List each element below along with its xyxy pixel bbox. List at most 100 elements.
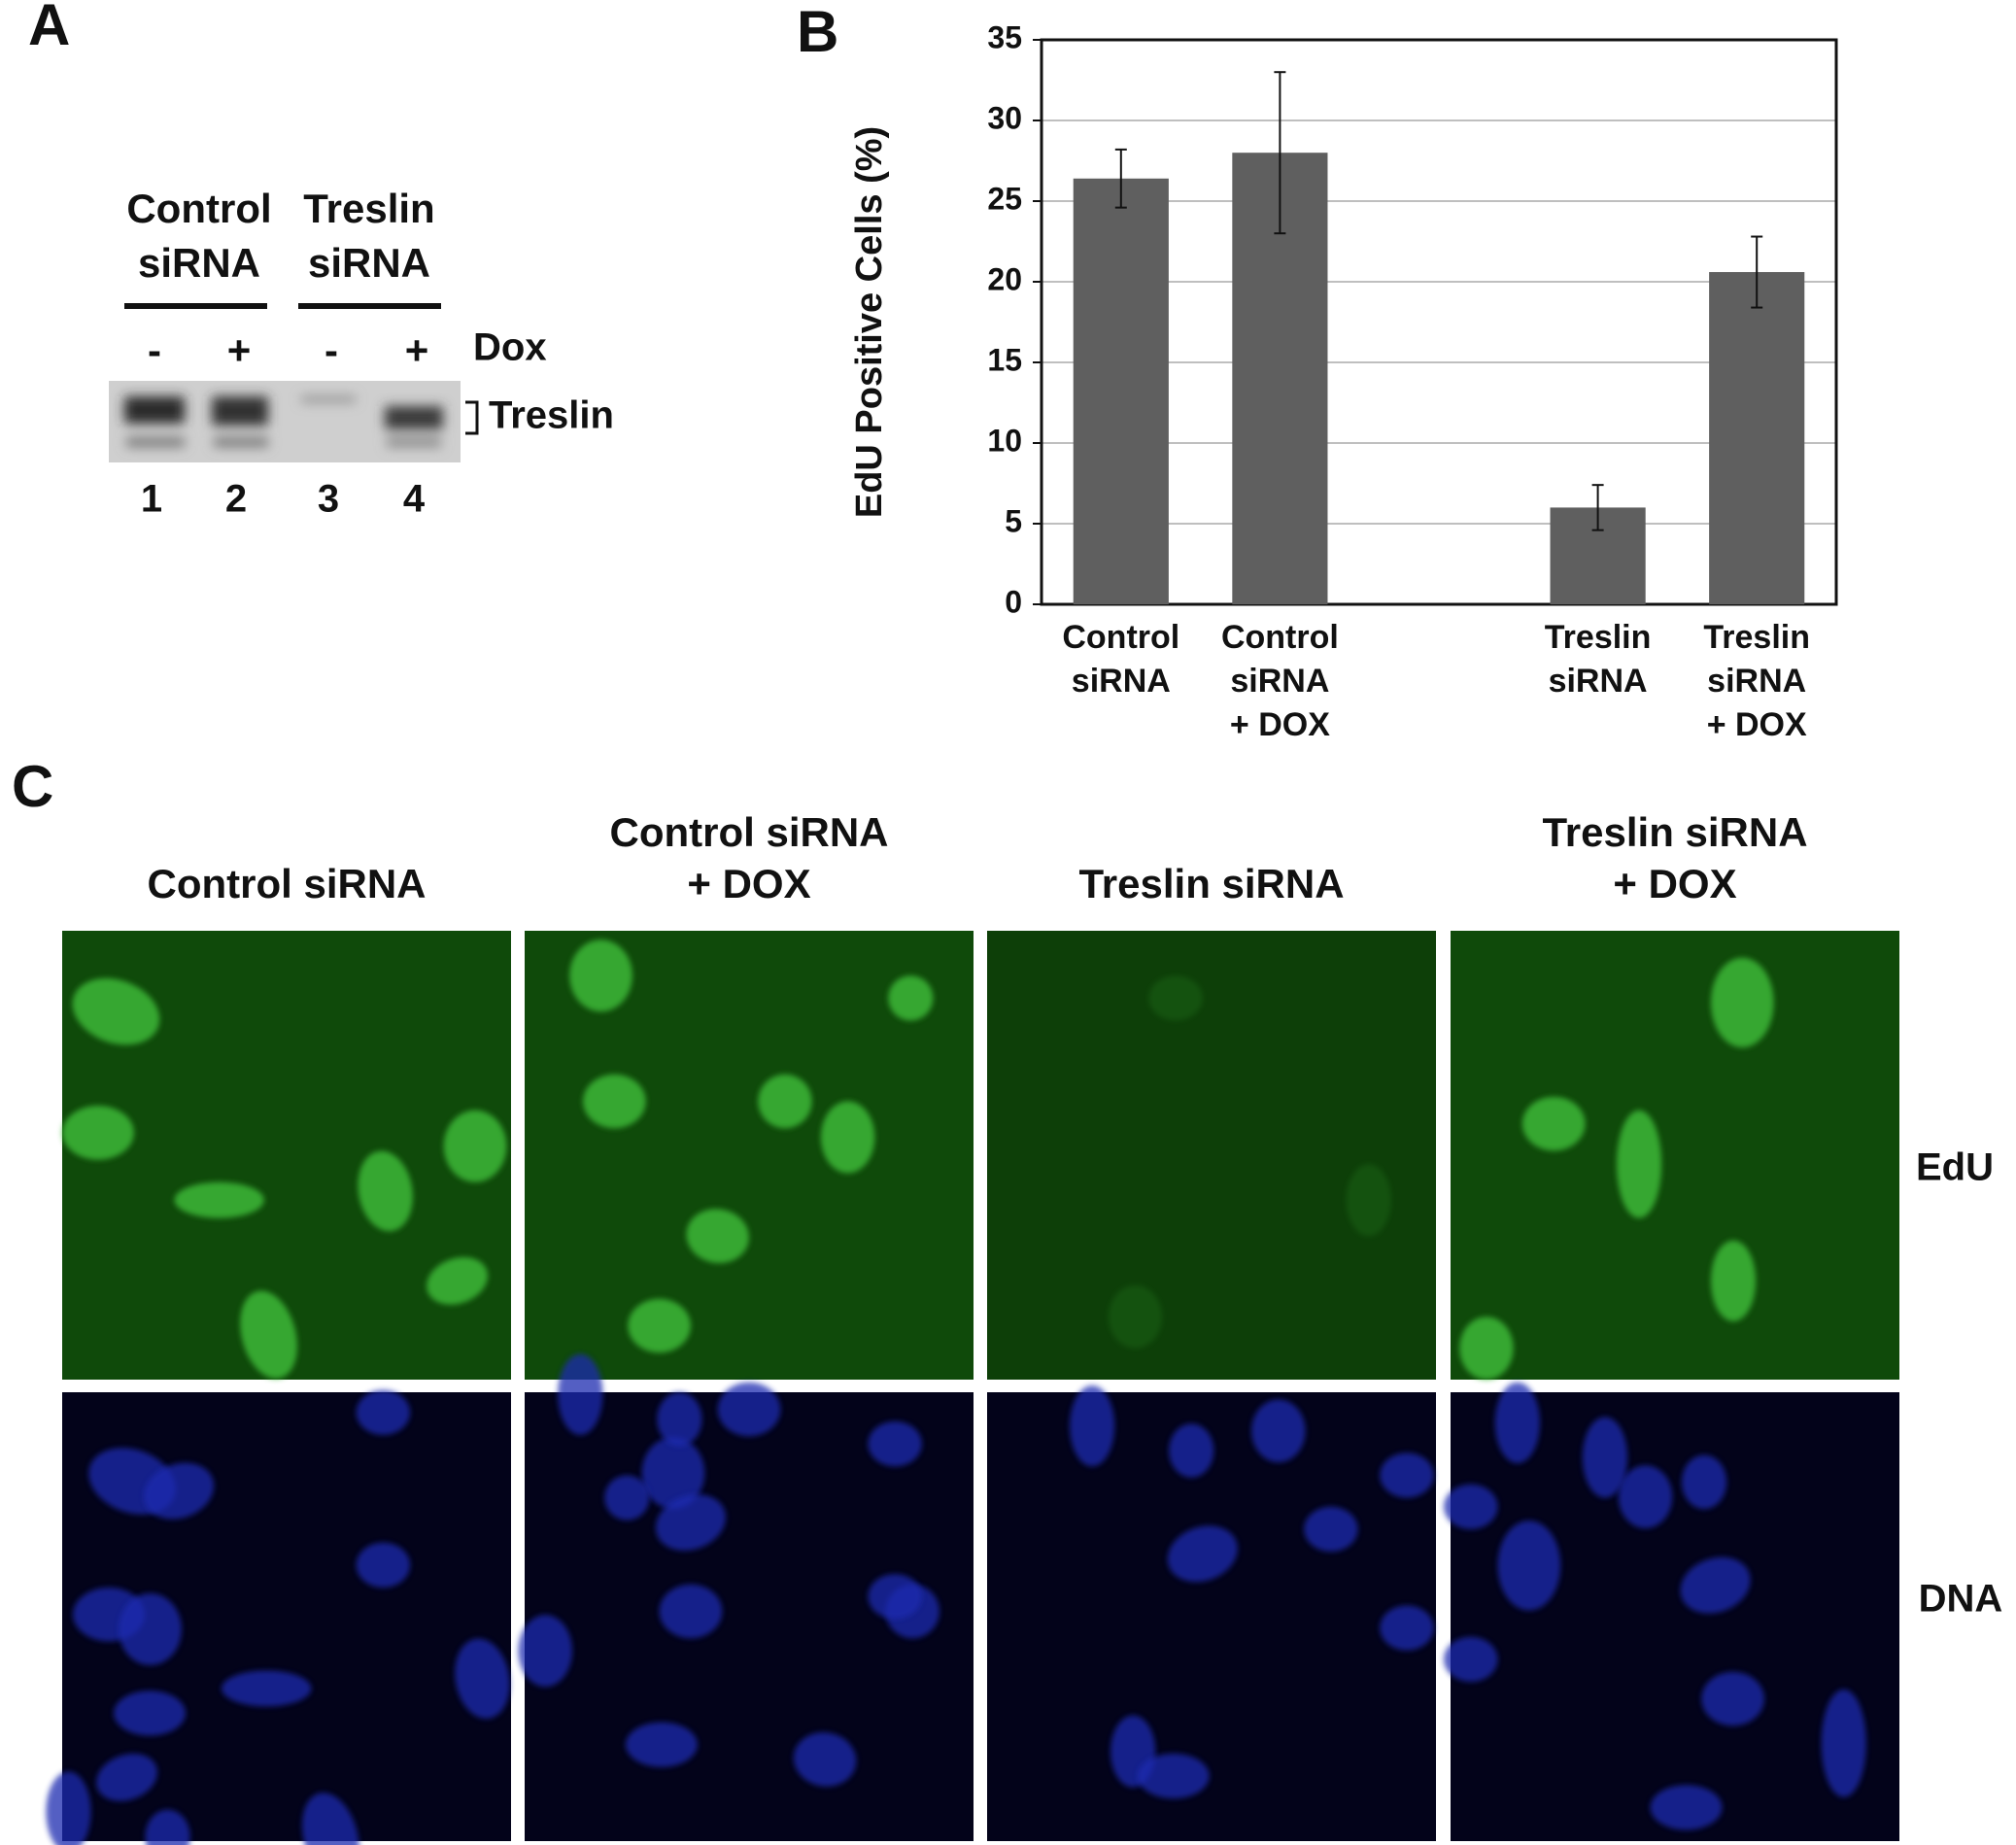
x-tick-label: siRNA [1072, 663, 1171, 700]
lane-number: 1 [141, 478, 162, 521]
edu-nucleus [758, 1074, 812, 1129]
x-tick-label: Treslin [1545, 619, 1652, 656]
panel-label: A [28, 0, 70, 57]
y-tick-label: 10 [987, 423, 1022, 458]
dox-sign: - [148, 327, 161, 373]
dox-sign: - [325, 327, 338, 373]
dna-nucleus [144, 1462, 215, 1520]
x-tick-label: + DOX [1230, 706, 1330, 743]
x-tick-label: siRNA [1549, 663, 1648, 700]
dna-nucleus [1650, 1785, 1723, 1830]
row-label: DNA [1919, 1578, 2003, 1621]
band-label: Treslin [489, 394, 614, 437]
dna-nucleus [222, 1670, 312, 1707]
edu-nucleus [72, 977, 160, 1045]
edu-nucleus [820, 1101, 875, 1174]
edu-nucleus [1148, 975, 1203, 1021]
x-tick-label: Control [1221, 619, 1339, 656]
y-tick-label: 35 [987, 19, 1022, 54]
dna-nucleus [356, 1542, 411, 1588]
edu-nucleus [888, 975, 934, 1021]
dna-nucleus [1494, 1382, 1540, 1463]
x-tick-label: Control [1062, 619, 1179, 656]
y-tick-label: 15 [987, 342, 1022, 377]
column-header: Treslin siRNA [1542, 809, 1807, 855]
bar [1709, 272, 1805, 604]
error-bar [1751, 235, 1763, 309]
edu-nucleus [686, 1209, 749, 1264]
error-bar [1274, 71, 1286, 235]
x-tick-label: siRNA [1707, 663, 1806, 700]
dna-image [987, 1392, 1436, 1841]
dna-nucleus [717, 1382, 781, 1437]
edu-nucleus [583, 1074, 646, 1129]
edu-nucleus [1616, 1110, 1662, 1218]
x-tick-label: Treslin [1703, 619, 1810, 656]
dna-nucleus [1444, 1484, 1498, 1529]
dna-nucleus [1070, 1385, 1115, 1467]
dna-nucleus [1680, 1556, 1751, 1614]
panel-label: B [797, 0, 838, 64]
dna-nucleus [1821, 1689, 1866, 1797]
edu-nucleus [62, 1106, 134, 1160]
y-tick-label: 25 [987, 181, 1022, 216]
edu-nucleus [628, 1298, 691, 1353]
dna-nucleus [1169, 1423, 1214, 1478]
dna-nucleus [145, 1809, 190, 1845]
column-header: + DOX [687, 861, 810, 906]
dna-nucleus [1444, 1636, 1498, 1682]
dna-nucleus [1497, 1520, 1561, 1611]
edu-nucleus [174, 1181, 264, 1218]
column-header: + DOX [1613, 861, 1736, 906]
blot [109, 381, 461, 462]
dna-nucleus [1251, 1399, 1306, 1463]
lane-number: 4 [403, 478, 426, 521]
edu-image [987, 931, 1436, 1380]
dna-nucleus [356, 1389, 411, 1435]
y-tick-label: 20 [987, 261, 1022, 296]
dna-nucleus [301, 1793, 359, 1845]
dox-label: Dox [473, 326, 547, 369]
dna-nucleus [793, 1732, 857, 1787]
dna-nucleus [625, 1722, 698, 1767]
column-header: Control siRNA [148, 861, 427, 906]
dna-nucleus [1582, 1417, 1628, 1498]
y-tick-label: 0 [1005, 584, 1022, 619]
dna-nucleus [1304, 1506, 1358, 1553]
edu-nucleus [1108, 1284, 1163, 1349]
dox-sign: + [227, 327, 252, 373]
dna-nucleus [1618, 1465, 1673, 1528]
dna-nucleus [114, 1691, 187, 1736]
edu-image [1451, 931, 1899, 1380]
lane-number: 3 [318, 478, 339, 521]
lane-header: Control [126, 186, 271, 231]
dna-nucleus [1167, 1525, 1238, 1583]
dna-nucleus [455, 1638, 510, 1719]
dna-nucleus [1701, 1671, 1764, 1726]
dox-sign: + [405, 327, 429, 373]
dna-nucleus [868, 1421, 922, 1467]
y-tick-label: 5 [1005, 503, 1022, 538]
lane-header: siRNA [308, 240, 430, 286]
row-label: EdU [1916, 1146, 1994, 1189]
dna-nucleus [641, 1437, 705, 1510]
edu-nucleus [427, 1256, 488, 1305]
error-bar [1114, 148, 1127, 209]
edu-nucleus [1521, 1096, 1586, 1151]
dna-nucleus [1380, 1605, 1434, 1651]
dna-nucleus [518, 1615, 572, 1688]
column-header: Control siRNA [610, 809, 889, 855]
edu-nucleus [443, 1110, 507, 1182]
edu-nucleus [1459, 1316, 1514, 1381]
dna-nucleus [655, 1494, 726, 1551]
x-tick-label: + DOX [1707, 706, 1807, 743]
dna-nucleus [46, 1771, 91, 1845]
bracket [465, 400, 479, 435]
edu-nucleus [1710, 957, 1774, 1048]
dna-nucleus [868, 1574, 922, 1620]
panel-label: C [12, 754, 53, 819]
edu-nucleus [569, 940, 632, 1012]
dna-nucleus [558, 1353, 603, 1435]
dna-nucleus [657, 1392, 702, 1447]
